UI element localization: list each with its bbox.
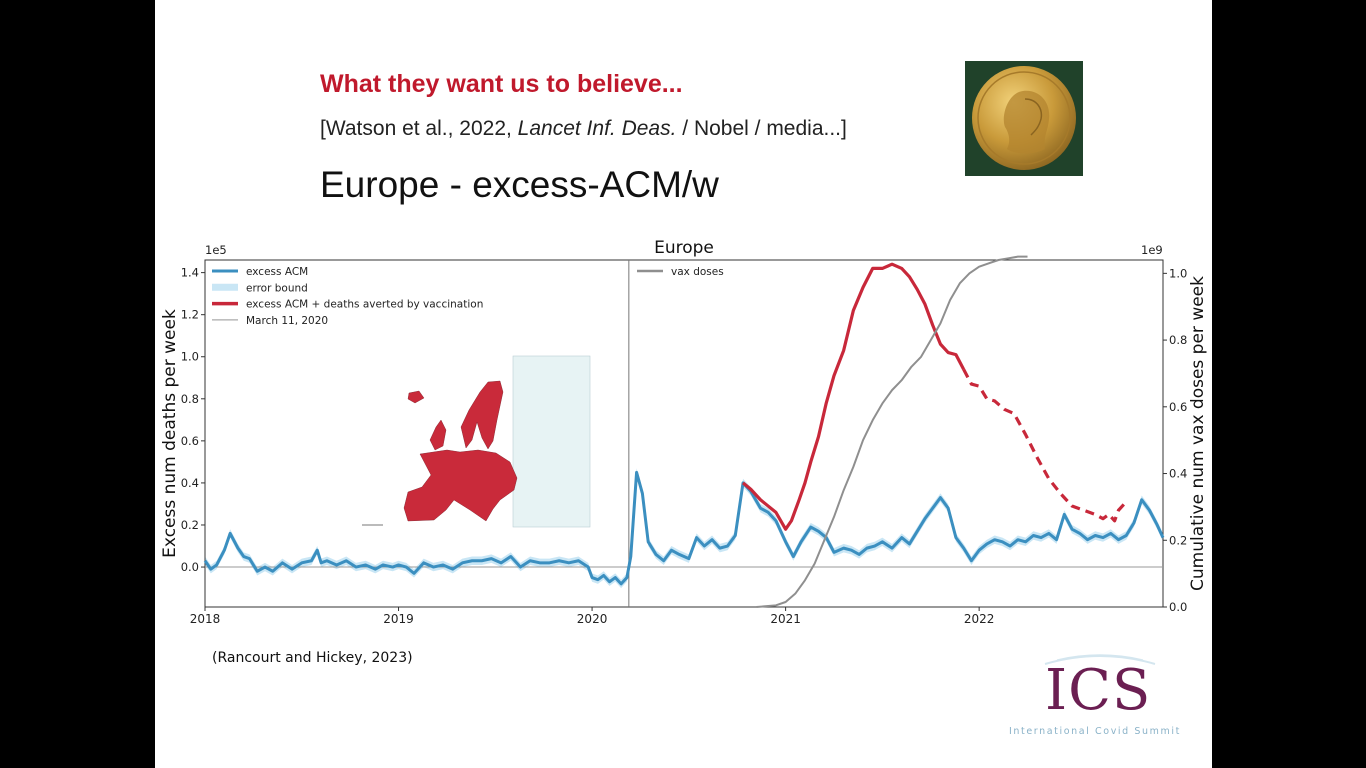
- x-tick-label: 2021: [770, 612, 801, 626]
- y-right-axis-label: Cumulative num vax doses per week: [1188, 276, 1208, 591]
- chart-title: Europe: [654, 238, 714, 258]
- legend-right-label: vax doses: [671, 266, 724, 278]
- y-right-tick-label: 0.0: [1169, 600, 1187, 614]
- y-left-scale-label: 1e5: [205, 243, 227, 257]
- x-tick-label: 2020: [577, 612, 608, 626]
- x-tick-label: 2019: [383, 612, 414, 626]
- y-left-tick-label: 0.0: [181, 560, 199, 574]
- map-scandinavia: [460, 380, 504, 450]
- y-right-tick-label: 0.2: [1169, 533, 1187, 547]
- y-left-tick-label: 0.8: [181, 392, 199, 406]
- y-left-tick-label: 1.0: [181, 350, 199, 364]
- y-left-tick-label: 0.4: [181, 476, 199, 490]
- citation-prefix: [Watson et al., 2022,: [320, 117, 518, 140]
- series-averted-line-dashed: [962, 368, 1126, 523]
- y-left-tick-label: 1.4: [181, 266, 199, 280]
- map-continental-europe: [403, 449, 518, 522]
- slide: What they want us to believe... [Watson …: [155, 0, 1212, 768]
- y-right-tick-label: 1.0: [1169, 266, 1187, 280]
- y-right-scale-label: 1e9: [1141, 243, 1163, 257]
- map-neighbor-region: [512, 355, 591, 528]
- series-vax-doses-line: [756, 255, 1028, 608]
- x-tick-label: 2022: [964, 612, 995, 626]
- y-right-tick-label: 0.8: [1169, 333, 1187, 347]
- y-left-tick-label: 1.2: [181, 308, 199, 322]
- plot-frame: [204, 259, 1164, 608]
- slide-heading: Europe - excess-ACM/w: [320, 164, 719, 205]
- series-averted-line-solid: [742, 262, 966, 531]
- ics-logo-text: ICS: [1045, 658, 1152, 723]
- error-bound-band: [205, 468, 1163, 589]
- citation-suffix: / Nobel / media...]: [676, 117, 847, 140]
- y-left-axis-label: Excess num deaths per week: [160, 309, 180, 558]
- legend-left-label: March 11, 2020: [246, 315, 328, 327]
- legend-left-label: excess ACM: [246, 266, 308, 278]
- series-excess-acm-line: [203, 470, 1165, 586]
- source-citation: (Rancourt and Hickey, 2023): [212, 650, 413, 666]
- x-tick-label: 2018: [190, 612, 221, 626]
- y-right-tick-label: 0.4: [1169, 467, 1187, 481]
- map-british-isles: [429, 419, 447, 451]
- citation: [Watson et al., 2022, Lancet Inf. Deas. …: [320, 117, 847, 141]
- nobel-medal-image: [965, 61, 1083, 176]
- slide-title: What they want us to believe...: [320, 70, 683, 98]
- legend-left-label: excess ACM + deaths averted by vaccinati…: [246, 299, 483, 311]
- y-right-tick-label: 0.6: [1169, 400, 1187, 414]
- ics-logo: ICS International Covid Summit: [1005, 650, 1195, 742]
- citation-journal: Lancet Inf. Deas.: [517, 117, 677, 140]
- y-left-tick-label: 0.2: [181, 518, 199, 532]
- legend-left-label: error bound: [246, 282, 308, 294]
- map-iceland: [407, 390, 425, 404]
- ics-logo-subtitle: International Covid Summit: [1009, 726, 1181, 737]
- y-left-tick-label: 0.6: [181, 434, 199, 448]
